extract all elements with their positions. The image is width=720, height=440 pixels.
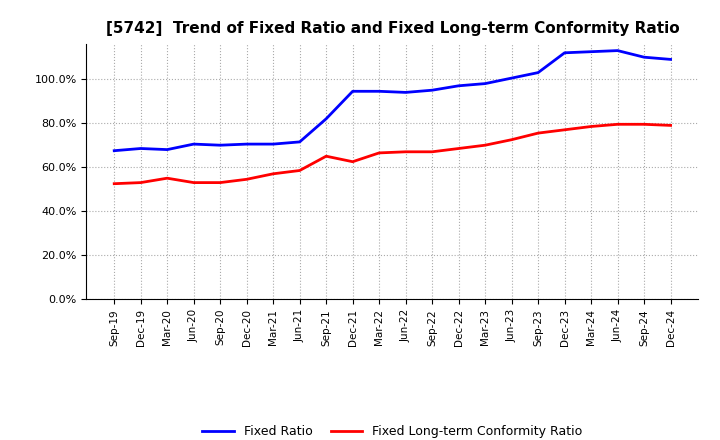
Fixed Long-term Conformity Ratio <box>189 180 198 185</box>
Fixed Long-term Conformity Ratio <box>322 154 330 159</box>
Fixed Ratio <box>269 141 277 147</box>
Fixed Long-term Conformity Ratio <box>508 137 516 142</box>
Fixed Ratio <box>163 147 171 152</box>
Fixed Ratio <box>110 148 119 154</box>
Fixed Long-term Conformity Ratio <box>295 168 304 173</box>
Fixed Ratio <box>587 49 595 54</box>
Fixed Long-term Conformity Ratio <box>481 143 490 148</box>
Fixed Ratio <box>481 81 490 86</box>
Fixed Long-term Conformity Ratio <box>640 121 649 127</box>
Fixed Long-term Conformity Ratio <box>560 127 569 132</box>
Fixed Ratio <box>428 88 436 93</box>
Fixed Long-term Conformity Ratio <box>401 149 410 154</box>
Fixed Ratio <box>666 57 675 62</box>
Fixed Ratio <box>216 143 225 148</box>
Fixed Long-term Conformity Ratio <box>666 123 675 128</box>
Fixed Ratio <box>322 116 330 121</box>
Legend: Fixed Ratio, Fixed Long-term Conformity Ratio: Fixed Ratio, Fixed Long-term Conformity … <box>197 420 588 440</box>
Fixed Ratio <box>348 88 357 94</box>
Fixed Long-term Conformity Ratio <box>534 130 542 136</box>
Fixed Long-term Conformity Ratio <box>428 149 436 154</box>
Fixed Long-term Conformity Ratio <box>269 171 277 176</box>
Fixed Ratio <box>454 83 463 88</box>
Fixed Long-term Conformity Ratio <box>454 146 463 151</box>
Fixed Long-term Conformity Ratio <box>348 159 357 165</box>
Fixed Ratio <box>613 48 622 53</box>
Title: [5742]  Trend of Fixed Ratio and Fixed Long-term Conformity Ratio: [5742] Trend of Fixed Ratio and Fixed Lo… <box>106 21 679 36</box>
Fixed Ratio <box>243 141 251 147</box>
Fixed Long-term Conformity Ratio <box>216 180 225 185</box>
Fixed Ratio <box>401 90 410 95</box>
Fixed Ratio <box>508 76 516 81</box>
Fixed Long-term Conformity Ratio <box>110 181 119 187</box>
Line: Fixed Ratio: Fixed Ratio <box>114 51 670 150</box>
Line: Fixed Long-term Conformity Ratio: Fixed Long-term Conformity Ratio <box>114 124 670 184</box>
Fixed Ratio <box>295 139 304 144</box>
Fixed Ratio <box>640 55 649 60</box>
Fixed Ratio <box>189 141 198 147</box>
Fixed Ratio <box>534 70 542 75</box>
Fixed Long-term Conformity Ratio <box>375 150 384 156</box>
Fixed Long-term Conformity Ratio <box>136 180 145 185</box>
Fixed Long-term Conformity Ratio <box>163 176 171 181</box>
Fixed Long-term Conformity Ratio <box>243 176 251 182</box>
Fixed Long-term Conformity Ratio <box>613 121 622 127</box>
Fixed Long-term Conformity Ratio <box>587 124 595 129</box>
Fixed Ratio <box>136 146 145 151</box>
Fixed Ratio <box>560 50 569 55</box>
Fixed Ratio <box>375 88 384 94</box>
